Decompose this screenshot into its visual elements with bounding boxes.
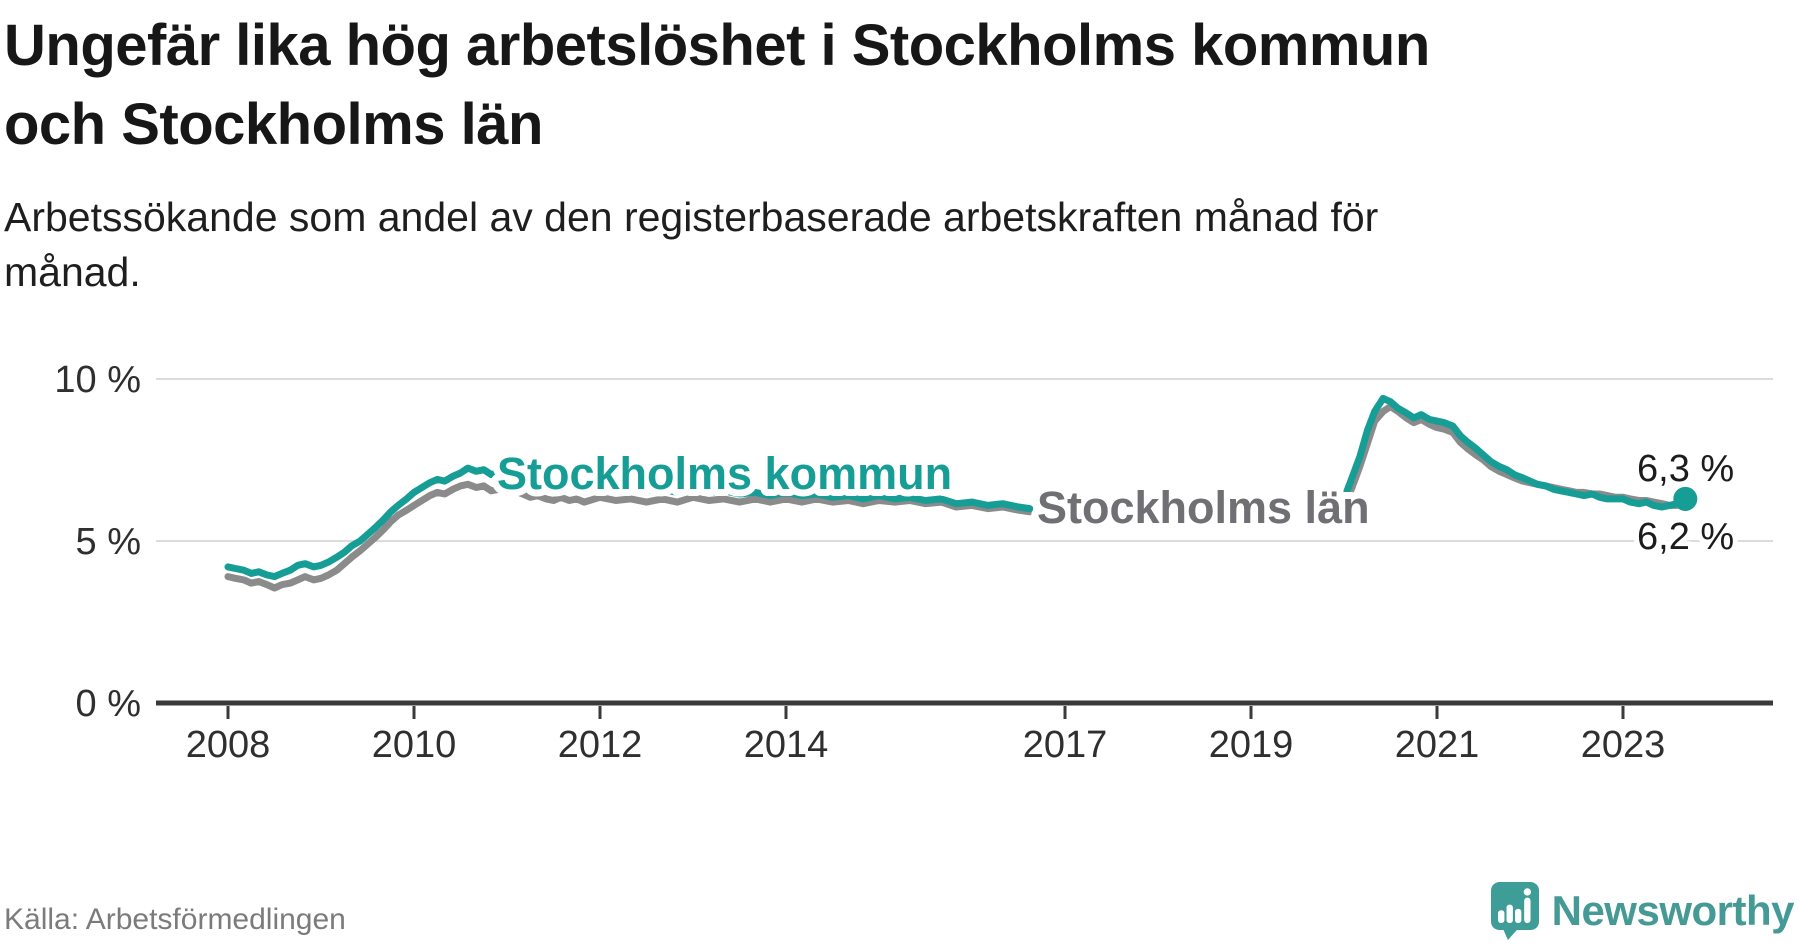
y-tick-label: 5 % bbox=[76, 521, 141, 563]
series-label-lan: Stockholms län bbox=[1037, 482, 1370, 533]
x-tick-label: 2012 bbox=[558, 724, 643, 766]
newsworthy-logo: Newsworthy bbox=[1490, 882, 1795, 940]
line-lan bbox=[224, 480, 1034, 592]
line-lan bbox=[1340, 403, 1689, 509]
subtitle-line-2: månad. bbox=[4, 249, 141, 295]
page-title: Ungefär lika hög arbetslöshet i Stockhol… bbox=[4, 6, 1430, 164]
end-dot-kommun bbox=[1673, 486, 1698, 511]
x-tick-label: 2017 bbox=[1023, 724, 1108, 766]
end-value-label-lan: 6,2 % bbox=[1637, 516, 1734, 558]
y-tick-label: 0 % bbox=[76, 683, 141, 725]
subtitle-line-1: Arbetssökande som andel av den registerb… bbox=[4, 194, 1379, 240]
source-caption: Källa: Arbetsförmedlingen bbox=[4, 903, 346, 936]
newsworthy-logo-text: Newsworthy bbox=[1551, 887, 1795, 934]
line-kommun bbox=[1340, 394, 1689, 511]
end-value-label-kommun: 6,3 % bbox=[1637, 448, 1734, 490]
series-label-kommun: Stockholms kommun bbox=[497, 448, 952, 499]
x-tick-label: 2023 bbox=[1581, 724, 1666, 766]
line-kommun bbox=[224, 464, 1034, 581]
x-tick-label: 2008 bbox=[186, 724, 271, 766]
y-tick-label: 10 % bbox=[54, 359, 141, 401]
newsworthy-logo-icon bbox=[1490, 882, 1539, 940]
chart-subtitle: Arbetssökande som andel av den registerb… bbox=[4, 190, 1378, 300]
x-tick-label: 2010 bbox=[372, 724, 457, 766]
x-tick-label: 2019 bbox=[1209, 724, 1294, 766]
title-line-2: och Stockholms län bbox=[4, 92, 543, 157]
title-line-1: Ungefär lika hög arbetslöshet i Stockhol… bbox=[4, 13, 1430, 78]
x-tick-label: 2021 bbox=[1395, 724, 1480, 766]
x-tick-label: 2014 bbox=[744, 724, 829, 766]
